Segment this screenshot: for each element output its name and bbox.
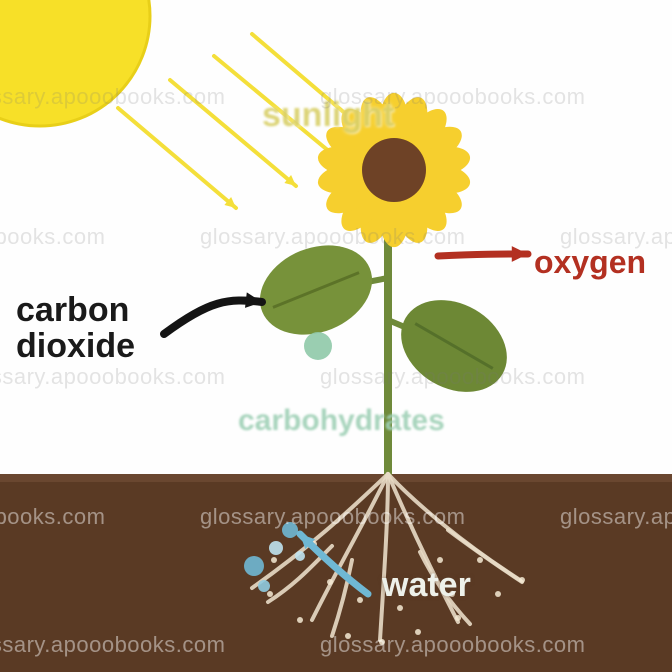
label-carbohydrates: carbohydrates [238,404,445,438]
label-oxygen: oxygen [534,244,646,281]
label-sunlight: sunlight [262,96,394,135]
photosynthesis-diagram: sunlight oxygen carbon dioxide carbohydr… [0,0,672,672]
label-water: water [382,566,471,605]
label-carbon-dioxide: carbon dioxide [16,292,135,364]
